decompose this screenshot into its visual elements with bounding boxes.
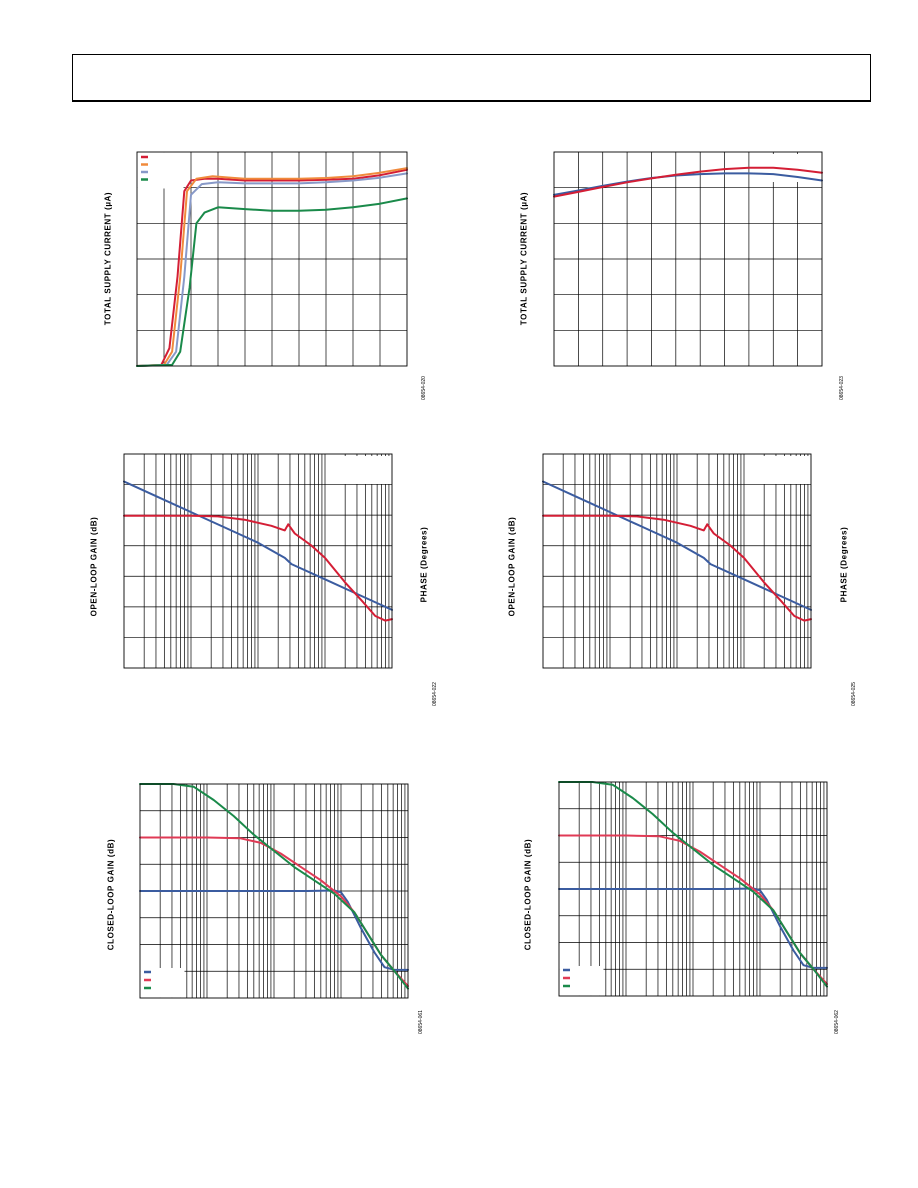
series-line-blue xyxy=(542,480,812,611)
series-line-blue xyxy=(553,172,823,196)
figure-id: 08654-023 xyxy=(839,376,845,400)
figure-id: 08654-020 xyxy=(421,376,427,400)
open-loop-gain-phase-chart xyxy=(542,453,812,669)
page-header-box xyxy=(72,54,871,102)
series-line-blue xyxy=(123,480,393,611)
chart-svg xyxy=(553,151,823,367)
y-axis-label: OPEN-LOOP GAIN (dB) xyxy=(89,516,99,617)
figure-id: 08654-025 xyxy=(851,682,857,706)
legend-box xyxy=(137,152,184,189)
figure-id: 08654-061 xyxy=(418,1010,424,1034)
grid xyxy=(124,454,392,668)
plot-frame xyxy=(139,783,409,999)
y2-axis-label: PHASE (Degrees) xyxy=(839,526,849,603)
open-loop-gain-phase-chart xyxy=(123,453,393,669)
y-axis-label: CLOSED-LOOP GAIN (dB) xyxy=(523,838,533,951)
plot-frame xyxy=(136,151,408,367)
chart-svg xyxy=(558,781,828,997)
chart-svg xyxy=(136,151,408,367)
legend-box xyxy=(755,456,809,484)
y-axis-label: OPEN-LOOP GAIN (dB) xyxy=(507,516,517,617)
chart-svg xyxy=(139,783,409,999)
plot-frame xyxy=(123,453,393,669)
grid xyxy=(140,784,408,998)
series-line-red xyxy=(542,514,812,622)
supply-current-vs-temperature-chart xyxy=(553,151,823,367)
plot-frame xyxy=(558,781,828,997)
plot-frame xyxy=(553,151,823,367)
chart-svg xyxy=(123,453,393,669)
y2-axis-label: PHASE (Degrees) xyxy=(419,526,429,603)
y-axis-label: CLOSED-LOOP GAIN (dB) xyxy=(106,838,116,951)
figure-id: 08654-022 xyxy=(432,682,438,706)
legend-box xyxy=(336,456,390,484)
closed-loop-gain-chart xyxy=(558,781,828,997)
closed-loop-gain-chart xyxy=(139,783,409,999)
plot-frame xyxy=(542,453,812,669)
chart-svg xyxy=(542,453,812,669)
series-line-blue xyxy=(139,889,409,971)
figure-id: 08654-062 xyxy=(834,1010,840,1034)
series-line-red xyxy=(123,514,393,622)
series-line-green xyxy=(136,197,408,367)
series-line-red xyxy=(553,166,823,198)
series-line-lightblue xyxy=(136,172,408,367)
y-axis-label: TOTAL SUPPLY CURRENT (µA) xyxy=(103,191,113,326)
series-line-blue xyxy=(558,887,828,969)
series-line-red xyxy=(136,168,408,367)
y-axis-label: TOTAL SUPPLY CURRENT (µA) xyxy=(519,191,529,326)
grid xyxy=(554,152,822,366)
series-line-green xyxy=(139,783,409,990)
grid xyxy=(543,454,811,668)
series-line-orange xyxy=(136,167,408,367)
series-line-green xyxy=(558,781,828,988)
supply-current-vs-voltage-chart xyxy=(136,151,408,367)
